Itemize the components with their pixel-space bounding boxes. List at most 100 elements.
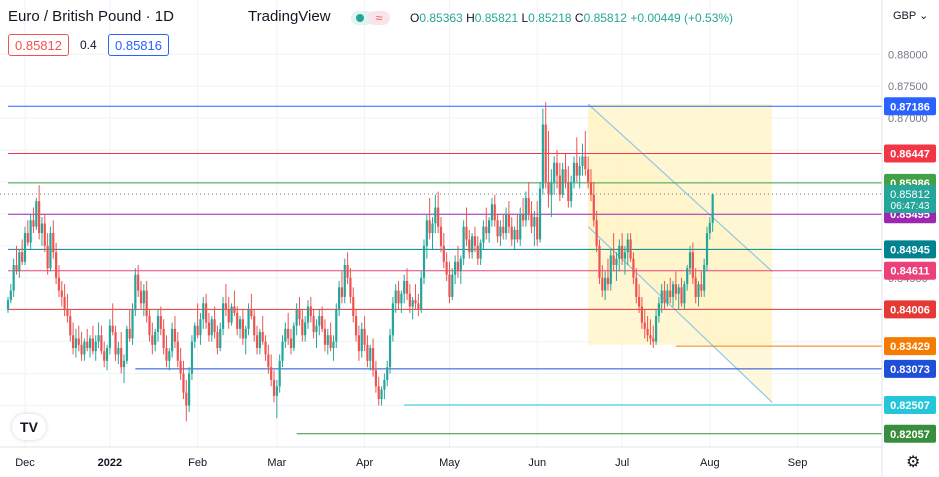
candle-body (536, 217, 539, 240)
time-tick-label: Sep (788, 457, 808, 469)
candle-body (185, 392, 188, 406)
candle-body (329, 335, 332, 349)
time-tick-label: Mar (267, 457, 286, 469)
candle-body (233, 306, 236, 313)
candle-body (151, 335, 154, 345)
candle (403, 274, 406, 304)
candle (335, 303, 338, 349)
candle-body (304, 322, 307, 336)
candle (284, 322, 287, 349)
candle-body (499, 226, 502, 237)
currency-selector[interactable]: GBP ⌄ (893, 9, 928, 22)
candle (60, 280, 63, 307)
candle (46, 233, 49, 275)
candle-body (700, 284, 703, 291)
open-label: O (410, 11, 420, 25)
price-axis: 0.825000.830000.835000.840000.845000.850… (881, 0, 939, 477)
tradingview-logo-icon[interactable]: TV (12, 414, 46, 440)
candle-body (88, 338, 92, 349)
candle (100, 325, 103, 355)
market-open-dot-icon (356, 14, 364, 22)
candle (179, 348, 182, 380)
candle (609, 249, 612, 291)
candle (162, 319, 165, 355)
candle-body (202, 303, 205, 320)
candle-body (369, 348, 372, 361)
candle-body (428, 220, 431, 234)
candle (185, 379, 188, 422)
candle-body (357, 335, 361, 352)
candle-body (74, 338, 78, 349)
candle-body (445, 261, 448, 275)
candle-body (388, 335, 392, 368)
candle (584, 130, 587, 176)
data-provider-indicator[interactable]: ≈ (368, 11, 390, 25)
candle-body (493, 204, 496, 221)
candle-body (680, 287, 683, 304)
candle-body (397, 290, 400, 304)
candle-body (437, 207, 440, 227)
candle (502, 213, 505, 240)
candle (278, 354, 281, 393)
candle-body (669, 290, 672, 297)
candle (190, 335, 194, 380)
candle-body (139, 290, 143, 304)
candle-body (275, 386, 278, 396)
candle-body (606, 277, 610, 285)
candle (417, 293, 420, 317)
candle (111, 303, 114, 336)
candle (306, 300, 310, 329)
candle-body (451, 274, 454, 297)
candle (669, 277, 672, 304)
candle-body (604, 277, 607, 291)
candle (414, 284, 417, 310)
candle-body (137, 274, 140, 291)
candle (131, 303, 134, 345)
candle (219, 322, 222, 352)
level-price-label: 0.86447 (890, 148, 930, 160)
candle (493, 194, 496, 227)
candle (482, 220, 485, 250)
candle (202, 296, 205, 329)
candle-body (21, 252, 24, 262)
candle-body (694, 277, 697, 297)
candle (9, 284, 12, 304)
level-price-label: 0.87186 (890, 101, 930, 113)
candle-body (652, 338, 655, 342)
candle (394, 284, 397, 313)
candle (547, 130, 550, 208)
candle-body (570, 181, 573, 202)
candle-body (9, 290, 12, 301)
candle (114, 325, 117, 361)
candle-body (219, 328, 222, 349)
candle-body (182, 373, 185, 393)
candle (18, 249, 21, 278)
gear-icon[interactable]: ⚙ (906, 454, 921, 471)
candle (530, 201, 533, 234)
candle-body (165, 348, 168, 361)
candle (338, 280, 341, 317)
candle (55, 242, 58, 285)
candle-body (323, 328, 327, 345)
candle (383, 373, 386, 400)
candle-body (312, 316, 315, 333)
candle (485, 207, 488, 240)
level-price-label-bg (884, 396, 936, 415)
candle-body (156, 316, 160, 333)
candle-body (544, 124, 547, 182)
candle (216, 325, 219, 355)
candle-body (439, 226, 443, 246)
candle-body (69, 316, 72, 336)
time-tick-label: May (439, 457, 460, 469)
candle-body (12, 265, 15, 291)
candle-body (674, 284, 677, 294)
buy-price-button[interactable]: 0.85816 (108, 34, 169, 56)
time-axis: Dec 2022 Feb Mar Apr May Jun Jul Aug Sep (0, 446, 882, 469)
candle-body (609, 255, 612, 285)
candle (165, 335, 168, 368)
candle (454, 255, 457, 285)
candle-body (26, 233, 29, 243)
candle (176, 332, 179, 368)
sell-price-button[interactable]: 0.85812 (8, 34, 69, 56)
